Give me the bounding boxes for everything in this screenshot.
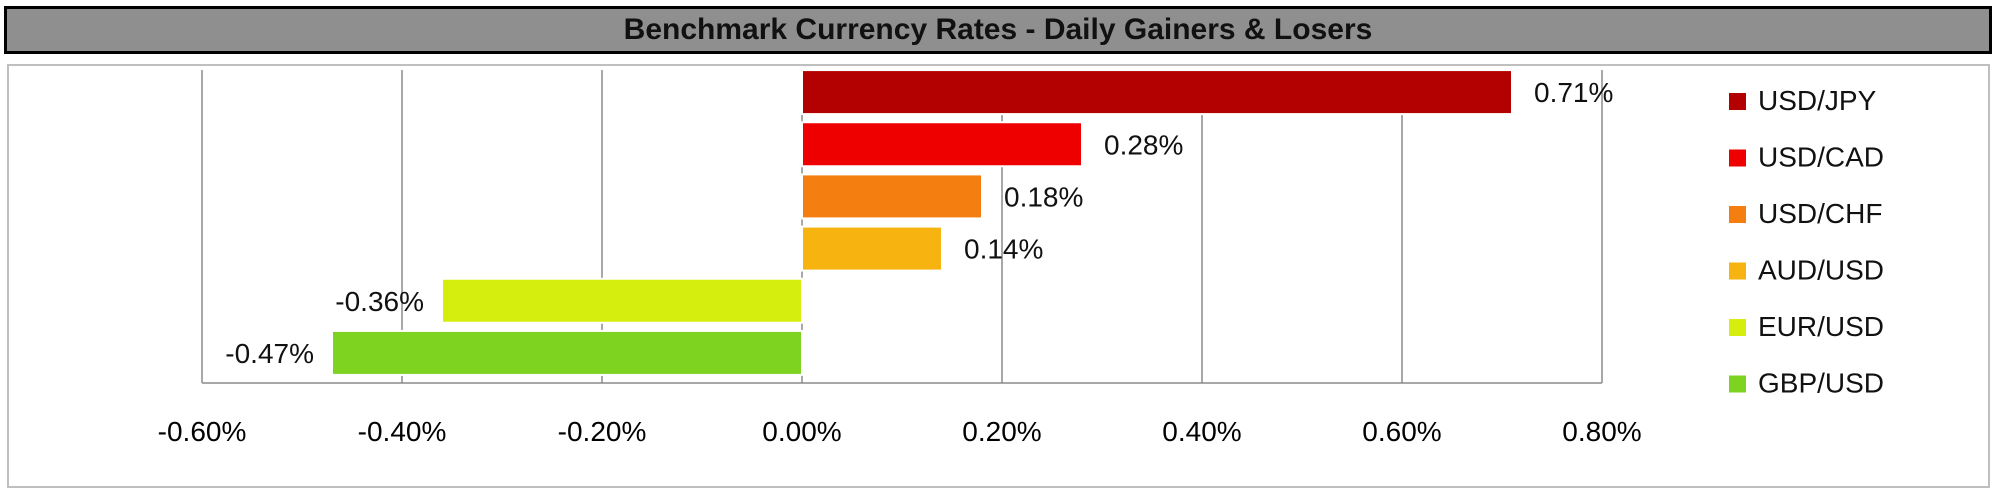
data-label: 0.71% (1534, 77, 1613, 108)
legend: USD/JPY USD/CAD USD/CHF AUD/USD EUR/USD GBP/U… (1729, 85, 1884, 399)
data-label: -0.36% (335, 286, 424, 317)
legend-label: AUD/USD (1758, 255, 1884, 286)
legend-swatch (1729, 93, 1746, 110)
data-label: 0.14% (964, 234, 1043, 265)
legend-label: USD/CHF (1758, 198, 1882, 229)
x-tick-label: 0.00% (762, 416, 841, 447)
legend-label: EUR/USD (1758, 311, 1884, 342)
x-tick-label: 0.20% (962, 416, 1041, 447)
legend-swatch (1729, 206, 1746, 223)
x-tick-label: 0.60% (1362, 416, 1441, 447)
bar (801, 69, 1513, 116)
x-tick-label: -0.20% (558, 416, 647, 447)
x-tick-label: 0.40% (1162, 416, 1241, 447)
bar (331, 329, 803, 376)
legend-label: USD/JPY (1758, 85, 1877, 116)
bar (801, 173, 983, 220)
bar (801, 225, 943, 272)
data-label: -0.47% (225, 338, 314, 369)
x-tick-label: -0.40% (358, 416, 447, 447)
legend-swatch (1729, 262, 1746, 280)
data-label: 0.18% (1004, 181, 1083, 212)
x-tick-label: -0.60% (158, 416, 247, 447)
legend-label: USD/CAD (1758, 142, 1884, 173)
legend-label: GBP/USD (1758, 368, 1884, 399)
bar (441, 277, 803, 324)
x-axis-ticks: -0.60% -0.40% -0.20% 0.00% 0.20% 0.40% 0.60% 0.… (158, 416, 1642, 447)
legend-swatch (1729, 149, 1746, 167)
bars (331, 69, 1513, 376)
data-label: 0.28% (1104, 129, 1183, 160)
chart-title: Benchmark Currency Rates - Daily Gainers… (4, 6, 1992, 54)
data-labels: 0.71% 0.28% 0.18% 0.14% -0.36% -0.47% (225, 77, 1613, 369)
bar (801, 121, 1083, 168)
legend-swatch (1729, 319, 1746, 336)
legend-swatch (1729, 375, 1746, 393)
x-tick-label: 0.80% (1562, 416, 1641, 447)
